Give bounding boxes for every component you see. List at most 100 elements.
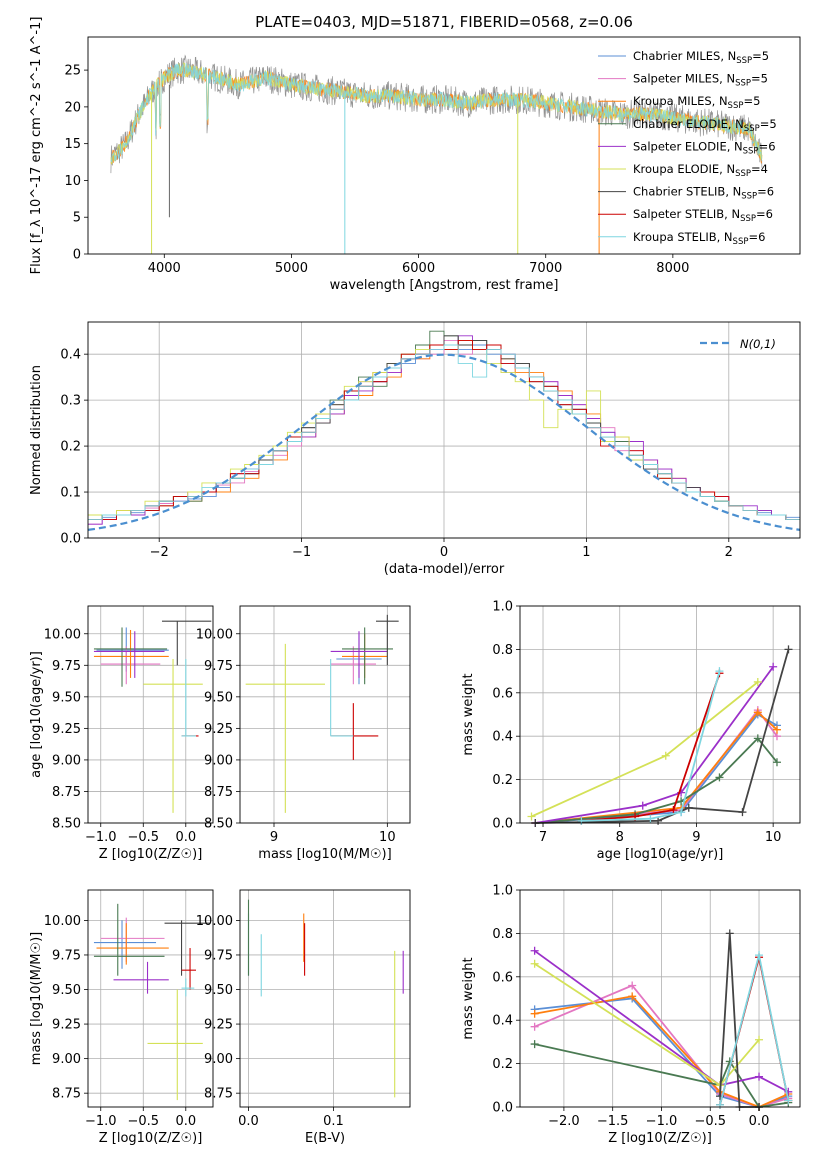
x-tick-label: −0.5 [127,830,159,845]
y-axis-label: Normed distribution [29,365,44,495]
y-tick-label: 1.0 [492,600,513,615]
x-tick-label: 4000 [148,261,181,276]
weight-marker [654,816,663,825]
y-tick-label: 0.0 [492,1101,513,1116]
y-tick-label: 8.75 [204,1087,233,1102]
weight-marker [784,645,793,654]
y-tick-label: 0.2 [492,1057,513,1072]
mass-vs-metallicity-panel: −1.0 −0.5 0.0 8.75 9.00 9.25 9.50 9.75 10.00 Z [l… [29,889,214,1146]
y-axis-label: mass weight [461,957,476,1039]
y-tick-label: 0.8 [492,927,513,942]
axes-frame [519,889,801,1108]
y-axis-label: Flux [f_λ 10^-17 erg cm^-2 s^-1 A^-1] [29,17,44,275]
x-tick-label: −0.5 [127,1114,159,1129]
spectrum-line [110,54,763,174]
x-tick-label: −1 [292,545,311,560]
y-tick-label: 8.50 [52,817,81,832]
x-tick-label: −2 [150,545,169,560]
x-tick-label: 0 [440,545,448,560]
weight-marker [715,773,724,782]
legend-label: Chabrier ELODIE, NSSP=5 [633,117,777,134]
y-tick-label: 9.75 [52,948,81,963]
x-tick-label: 0.0 [175,830,196,845]
weight-marker [755,951,764,960]
x-axis-label: Z [log10(Z/Z☉)] [99,1131,203,1146]
y-tick-label: 9.00 [204,1052,233,1067]
weight-marker [753,734,762,743]
weight-marker [646,814,655,823]
histogram-line [88,344,800,521]
age-vs-mass-panel: 9 10 8.50 8.75 9.00 9.25 9.50 9.75 10.00 mass [lo… [196,605,411,862]
y-tick-label: 9.00 [52,753,81,768]
axes-frame [519,605,801,824]
x-tick-label: 6000 [402,261,435,276]
y-tick-label: 5 [73,211,81,226]
x-axis-label: Z [log10(Z/Z☉)] [99,847,203,862]
weight-line [534,963,760,1087]
weight-marker [772,758,781,767]
y-axis-label: mass [log10(M/M☉)] [29,932,44,1065]
y-tick-label: 9.75 [204,659,233,674]
weight-marker [753,677,762,686]
x-tick-label: 9 [270,830,278,845]
y-tick-label: 0.0 [492,817,513,832]
axes-frame [239,889,411,1108]
y-tick-label: 9.25 [204,1018,233,1033]
x-tick-label: 7000 [529,261,562,276]
y-tick-label: 25 [64,64,81,79]
y-tick-label: 15 [64,137,81,152]
weight-marker [716,1100,724,1109]
weight-line [535,713,778,824]
mass-vs-ebv-panel: 0.0 0.1 8.75 9.00 9.25 9.50 9.75 10.00 E(B-V) [196,889,411,1146]
y-tick-label: 9.50 [204,983,233,998]
x-tick-label: 10 [765,830,782,845]
y-tick-label: 8.75 [204,785,233,800]
spectrum-line [110,63,763,163]
y-tick-label: 8.50 [204,817,233,832]
weight-line [535,708,778,824]
y-tick-label: 10.00 [196,914,233,929]
y-tick-label: 10.00 [196,627,233,642]
weight-line [581,670,721,822]
y-tick-label: 9.50 [204,690,233,705]
x-axis-label: wavelength [Angstrom, rest frame] [330,278,559,293]
y-tick-label: 0 [73,248,81,263]
x-tick-label: 0.0 [175,1114,196,1129]
y-tick-label: 0.4 [492,730,513,745]
y-tick-label: 0.1 [60,486,81,501]
weight-marker [755,1072,764,1081]
x-tick-label: −1.0 [85,1114,117,1129]
weight-marker [753,708,762,717]
legend-label: Chabrier MILES, NSSP=5 [633,49,769,66]
x-tick-label: 8 [616,830,624,845]
chart-title: PLATE=0403, MJD=51871, FIBERID=0568, z=0… [255,13,633,31]
legend-label: Chabrier STELIB, NSSP=6 [633,185,774,202]
y-tick-label: 0.8 [492,643,513,658]
legend-label: Kroupa ELODIE, NSSP=4 [633,162,768,179]
y-tick-label: 10.00 [44,627,81,642]
y-tick-label: 0.3 [60,394,81,409]
axes-frame [87,605,214,824]
x-axis-label: mass [log10(M/M☉)] [258,847,391,862]
x-axis-label: E(B-V) [305,1131,345,1146]
y-tick-label: 10 [64,174,81,189]
gaussian-curve [87,353,801,531]
weight-line [531,681,759,818]
weight-marker [530,959,539,968]
x-tick-label: 7 [539,830,547,845]
y-tick-label: 9.00 [52,1052,81,1067]
x-tick-label: 1 [582,545,590,560]
weight-marker [684,803,693,812]
weight-marker [769,662,778,671]
y-tick-label: 9.75 [204,948,233,963]
x-tick-label: −1.0 [646,1114,678,1129]
legend-label: Salpeter STELIB, NSSP=6 [633,207,773,224]
weight-marker [715,667,724,676]
weight-line [535,737,778,824]
y-tick-label: 9.50 [52,983,81,998]
weight-marker [530,1009,539,1018]
y-tick-label: 0.6 [492,970,513,985]
mass-weight-vs-metallicity-panel: −2.0 −1.5 −1.0 −0.5 0.0 0.0 0.2 0.4 0.6 0.8 1.0 Z [… [461,884,801,1146]
weight-marker [725,929,734,938]
weight-marker [661,751,670,760]
